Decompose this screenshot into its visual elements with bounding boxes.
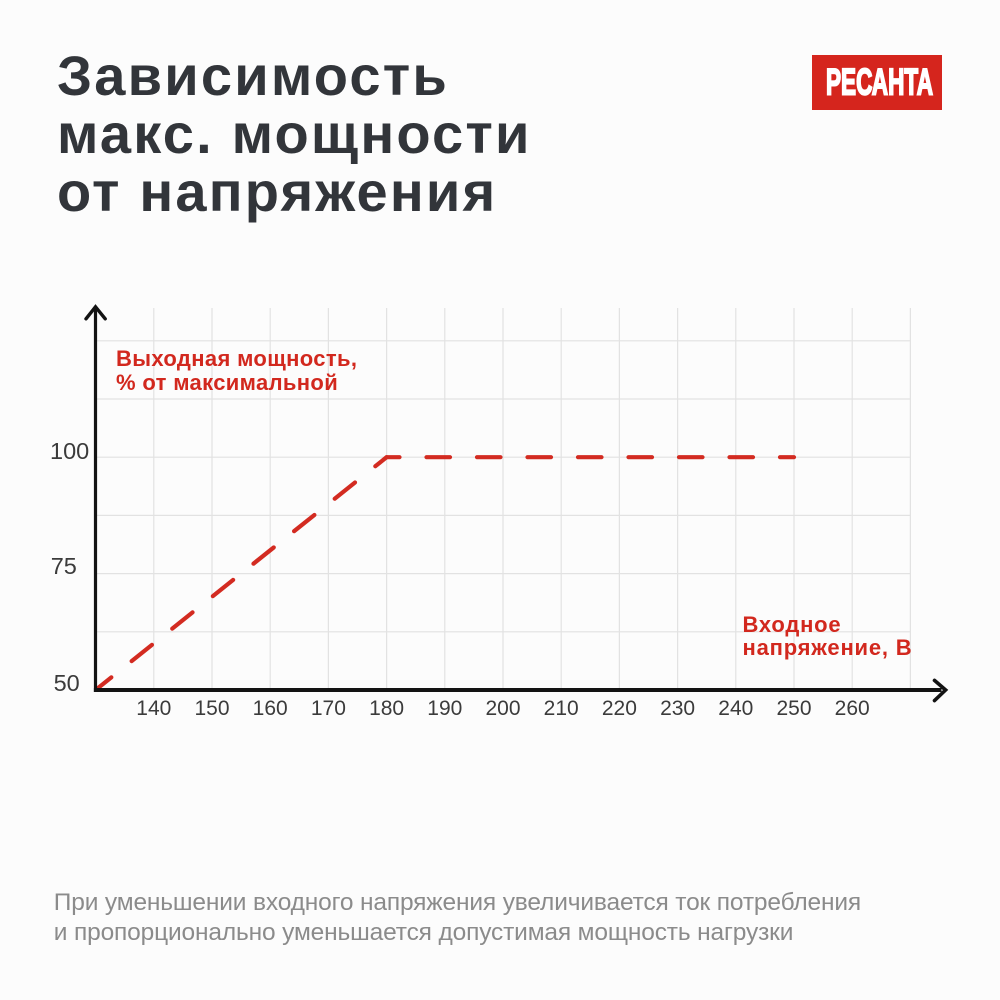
svg-text:РЕСАНТА: РЕСАНТА xyxy=(826,62,933,103)
